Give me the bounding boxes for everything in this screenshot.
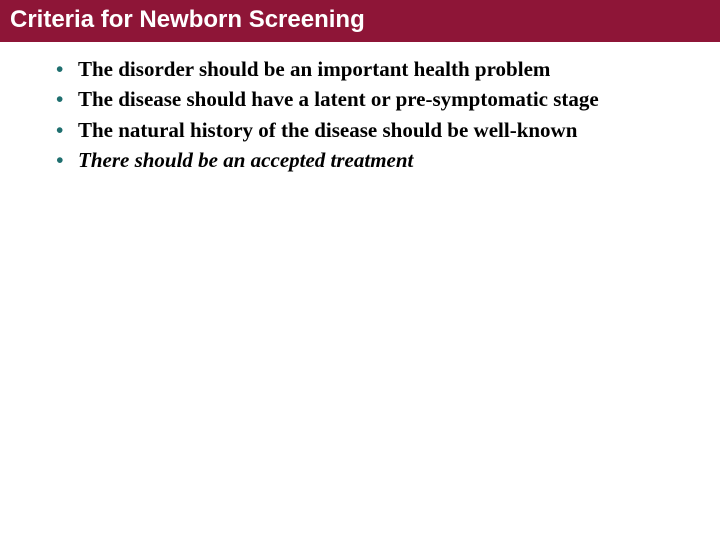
list-item: The disorder should be an important heal… <box>56 56 700 82</box>
list-item: The disease should have a latent or pre-… <box>56 86 700 112</box>
title-bar: Criteria for Newborn Screening <box>0 0 720 42</box>
bullet-text: The disease should have a latent or pre-… <box>78 87 599 111</box>
bullet-list: The disorder should be an important heal… <box>20 56 700 173</box>
list-item: The natural history of the disease shoul… <box>56 117 700 143</box>
bullet-text: The disorder should be an important heal… <box>78 57 550 81</box>
list-item: There should be an accepted treatment <box>56 147 700 173</box>
bullet-text: There should be an accepted treatment <box>78 148 413 172</box>
bullet-text: The natural history of the disease shoul… <box>78 118 577 142</box>
slide-content: The disorder should be an important heal… <box>0 42 720 173</box>
slide-title: Criteria for Newborn Screening <box>10 6 365 33</box>
slide: Criteria for Newborn Screening The disor… <box>0 0 720 540</box>
